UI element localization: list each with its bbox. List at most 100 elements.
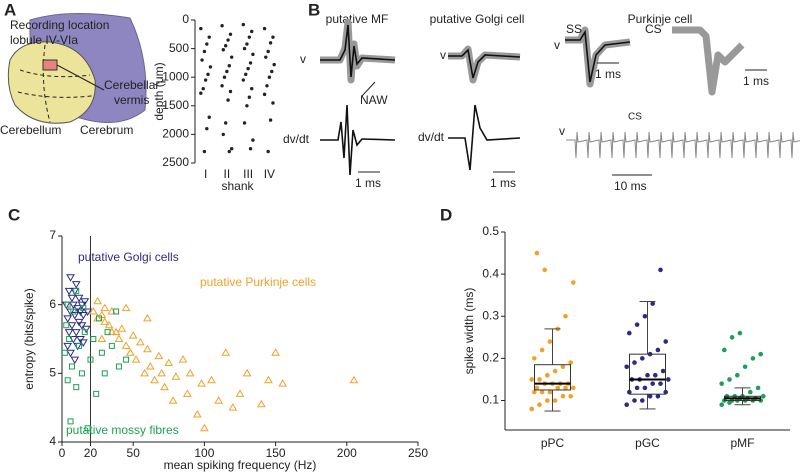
annotation: CS xyxy=(645,22,662,36)
dot xyxy=(221,132,225,137)
point xyxy=(115,363,122,370)
dot xyxy=(658,267,663,273)
dot xyxy=(247,35,252,39)
x-tick-label: II xyxy=(224,167,231,181)
point xyxy=(123,356,130,363)
dot xyxy=(228,32,233,36)
dot xyxy=(250,29,254,34)
dot xyxy=(748,389,753,395)
dot xyxy=(624,402,629,408)
x-tick-label: pMF xyxy=(731,436,755,450)
point xyxy=(83,308,93,317)
point xyxy=(108,342,115,349)
y-tick-label: 0 xyxy=(182,12,189,26)
annotation: CS xyxy=(628,112,642,123)
dot xyxy=(742,364,748,370)
dot xyxy=(758,351,763,357)
point xyxy=(66,349,75,358)
x-axis-label: mean spiking frequency (Hz) xyxy=(164,458,317,472)
point xyxy=(145,361,155,370)
dot xyxy=(632,398,637,403)
dot xyxy=(632,360,637,365)
box xyxy=(534,364,571,391)
dot xyxy=(207,35,211,39)
point xyxy=(97,334,107,342)
dot xyxy=(660,368,666,374)
dot xyxy=(750,356,756,361)
dot xyxy=(650,301,655,306)
point xyxy=(93,296,102,305)
dot xyxy=(242,46,247,51)
point xyxy=(71,329,81,337)
point xyxy=(76,342,83,349)
dot xyxy=(241,78,246,82)
scale-bars xyxy=(358,62,767,176)
dot xyxy=(205,126,209,131)
diagram-label: lobule IV-VIa xyxy=(10,33,78,47)
dot xyxy=(266,149,270,154)
dot xyxy=(761,393,766,399)
dot xyxy=(248,61,253,65)
point xyxy=(135,337,145,346)
dot xyxy=(207,115,211,119)
dot xyxy=(658,381,663,386)
x-tick-label: pPC xyxy=(541,436,565,450)
dot xyxy=(225,69,229,74)
x-tick-label: pGC xyxy=(635,436,660,450)
dot xyxy=(270,69,274,74)
dot xyxy=(262,92,267,97)
trace-title: putative MF xyxy=(326,12,389,26)
panel-label: D xyxy=(440,205,452,224)
dot xyxy=(653,372,658,378)
y-tick-label: 0.1 xyxy=(482,393,499,407)
point xyxy=(100,317,110,325)
point xyxy=(84,425,91,432)
dot xyxy=(647,393,653,399)
scalebar-label: 10 ms xyxy=(614,179,647,193)
dot xyxy=(666,377,671,382)
point xyxy=(121,341,131,349)
point xyxy=(157,368,167,377)
dot xyxy=(642,385,648,391)
point xyxy=(64,287,74,296)
x-tick-label: 150 xyxy=(266,446,286,460)
dot xyxy=(719,381,724,386)
dot xyxy=(208,65,213,69)
series-label: putative Golgi cells xyxy=(78,250,179,264)
point xyxy=(98,349,105,356)
point xyxy=(80,305,87,312)
diagram-label: Cerebellar xyxy=(104,78,159,92)
dot xyxy=(560,364,566,370)
dvdt-label: dv/dt xyxy=(283,132,310,146)
dot xyxy=(221,48,225,52)
dot xyxy=(222,75,227,79)
point xyxy=(70,356,80,365)
dot xyxy=(542,267,547,273)
v-label: v xyxy=(554,38,560,52)
x-tick-label: I xyxy=(204,167,207,181)
point xyxy=(125,348,135,356)
point xyxy=(154,351,164,360)
dot xyxy=(227,64,231,68)
point xyxy=(104,320,114,329)
dot xyxy=(560,393,566,399)
point xyxy=(221,348,231,356)
scalebar-label: 1 ms xyxy=(355,176,381,190)
dot xyxy=(251,52,255,57)
dot xyxy=(529,377,534,382)
panel-label: A xyxy=(4,0,16,19)
dot xyxy=(244,72,248,77)
point xyxy=(185,368,195,377)
y-axis-label: depth (μm) xyxy=(152,62,166,120)
point xyxy=(70,308,77,315)
brain-diagram xyxy=(7,12,147,124)
y-tick-label: 0.5 xyxy=(482,224,499,238)
dot xyxy=(203,78,208,82)
point xyxy=(93,390,100,397)
dot xyxy=(228,89,233,94)
dot xyxy=(719,402,724,408)
dot xyxy=(242,121,247,125)
point xyxy=(66,274,75,282)
recording-site xyxy=(42,59,58,71)
point xyxy=(228,403,238,411)
